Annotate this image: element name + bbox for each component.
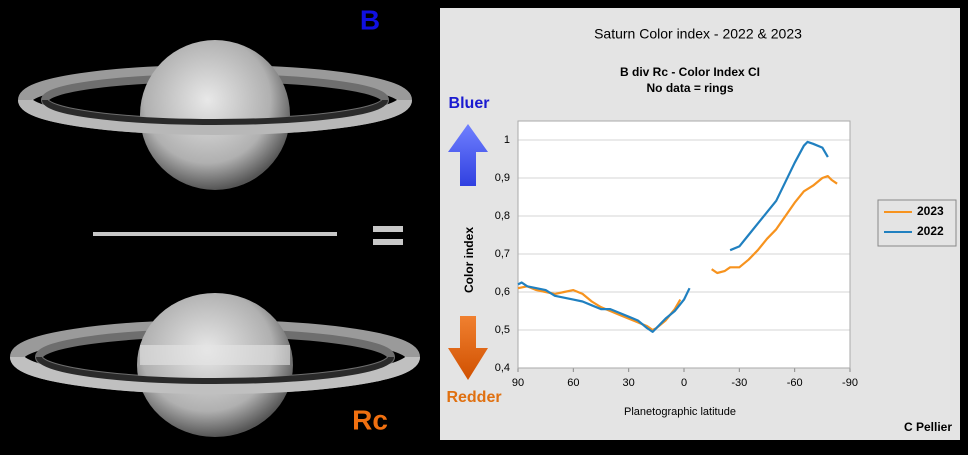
y-axis-label: Color index bbox=[462, 227, 476, 293]
x-axis-label: Planetographic latitude bbox=[624, 406, 736, 418]
y-tick-label: 0,4 bbox=[495, 362, 510, 374]
chart-subtitle: No data = rings bbox=[646, 81, 733, 95]
legend bbox=[877, 199, 957, 247]
legend-label: 2022 bbox=[917, 224, 944, 238]
legend-label: 2023 bbox=[917, 204, 944, 218]
annotation: Redder bbox=[446, 389, 501, 406]
x-tick-label: 90 bbox=[512, 377, 524, 389]
bluer-arrow bbox=[448, 124, 488, 186]
series-line bbox=[517, 140, 829, 333]
plot-area bbox=[518, 121, 850, 368]
saturn-image-rc bbox=[10, 293, 420, 437]
y-tick-label: 0,9 bbox=[495, 172, 510, 184]
y-tick-label: 0,6 bbox=[495, 286, 510, 298]
redder-arrow bbox=[448, 316, 488, 380]
equals-sign bbox=[373, 239, 403, 245]
chart-title: Saturn Color index - 2022 & 2023 bbox=[594, 26, 802, 42]
annotation: Bluer bbox=[449, 95, 490, 112]
chart-subtitle: B div Rc - Color Index CI bbox=[620, 65, 760, 79]
x-tick-label: 0 bbox=[681, 377, 687, 389]
plot-border bbox=[517, 120, 851, 369]
equals-sign bbox=[373, 226, 403, 232]
y-tick-label: 0,7 bbox=[495, 248, 510, 260]
y-tick-label: 0,8 bbox=[495, 210, 510, 222]
y-tick-label: 0,5 bbox=[495, 324, 510, 336]
x-tick-label: -90 bbox=[842, 377, 858, 389]
saturn-image-b bbox=[18, 40, 412, 190]
credit: C Pellier bbox=[904, 420, 952, 434]
filter-label: Rc bbox=[352, 404, 388, 435]
x-tick-label: 60 bbox=[567, 377, 579, 389]
x-tick-label: -30 bbox=[731, 377, 747, 389]
y-tick-label: 1 bbox=[504, 134, 510, 146]
x-tick-label: 30 bbox=[623, 377, 635, 389]
filter-label: B bbox=[360, 4, 380, 35]
x-tick-label: -60 bbox=[787, 377, 803, 389]
